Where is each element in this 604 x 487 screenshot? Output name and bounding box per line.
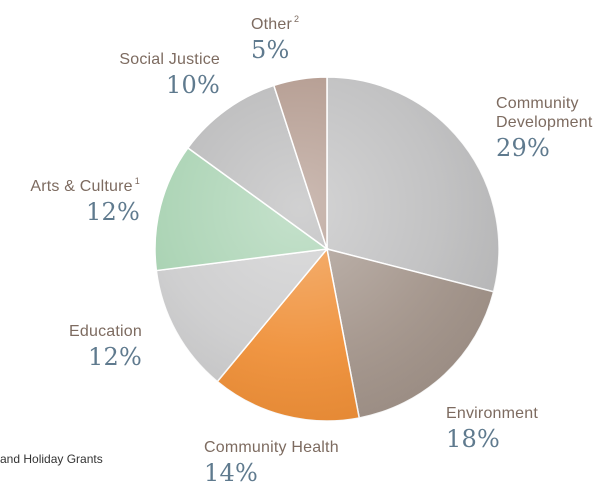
slice-value: 14% [204, 459, 339, 487]
slice-name: Education [69, 322, 142, 341]
slice-name: Social Justice [119, 50, 220, 69]
slice-label-education: Education 12% [69, 322, 142, 371]
slice-value: 12% [30, 198, 140, 226]
slice-name: Arts & Culture 1 [30, 172, 140, 196]
slice-label-community-development: Community Development 29% [496, 94, 592, 162]
slice-name: Other 2 [251, 10, 299, 34]
footnote-mark: 1 [135, 176, 140, 186]
slice-label-environment: Environment 18% [446, 404, 538, 453]
slice-label-other: Other 2 5% [251, 10, 299, 64]
slice-label-social-justice: Social Justice 10% [119, 50, 220, 99]
slice-label-arts-culture: Arts & Culture 1 12% [30, 172, 140, 226]
slice-value: 18% [446, 425, 538, 453]
slice-value: 5% [251, 36, 299, 64]
slice-value: 29% [496, 134, 592, 162]
slice-name: Development [496, 113, 592, 132]
slice-name: Community Health [204, 438, 339, 457]
slice-value: 12% [69, 343, 142, 371]
footnote: and Holiday Grants [0, 452, 103, 466]
slice-label-community-health: Community Health 14% [204, 438, 339, 487]
slice-value: 10% [119, 71, 220, 99]
footnote-mark: 2 [294, 14, 299, 24]
slice-name: Community [496, 94, 592, 113]
slice-name: Environment [446, 404, 538, 423]
pie-slices [155, 77, 499, 421]
